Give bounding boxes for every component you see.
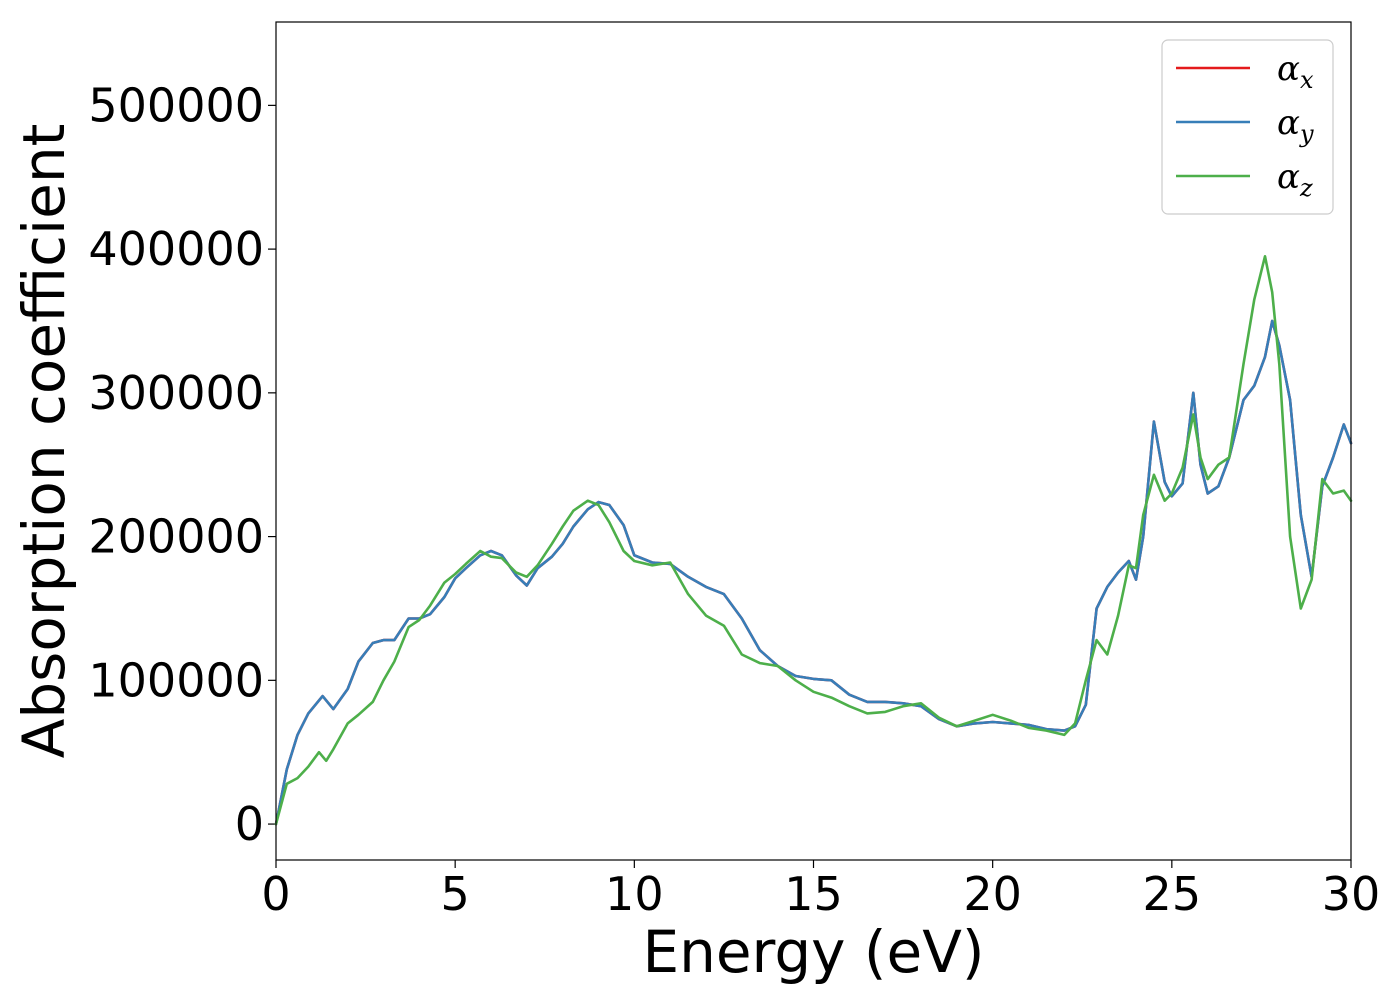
y-tick-label: 200000 [88, 510, 264, 564]
y-tick-label: 300000 [88, 366, 264, 420]
plot-frame [275, 21, 1352, 861]
series-line-z [274, 254, 1353, 826]
x-tick-label: 30 [1322, 867, 1381, 921]
x-axis-ticks: 0 5 10 15 20 25 30 [261, 860, 1380, 921]
x-tick-label: 5 [441, 867, 470, 921]
x-axis-label: Energy (eV) [642, 918, 984, 986]
y-tick-label: 100000 [88, 653, 264, 707]
legend-label-x: αx [1277, 49, 1314, 94]
series-line-y [274, 319, 1353, 826]
x-tick-label: 0 [261, 867, 290, 921]
legend-box [1161, 39, 1334, 215]
y-axis-label: Absorption coefficient [10, 124, 78, 759]
legend-label-y: αy [1277, 103, 1314, 148]
x-tick-label: 10 [605, 867, 664, 921]
x-tick-label: 25 [1143, 867, 1202, 921]
y-axis-ticks: 0 100000 200000 300000 400000 500000 [88, 78, 276, 851]
x-tick-label: 15 [784, 867, 843, 921]
y-tick-label: 400000 [88, 222, 264, 276]
x-tick-label: 20 [963, 867, 1022, 921]
y-tick-label: 0 [235, 797, 264, 851]
series-lines [274, 254, 1353, 826]
y-tick-label: 500000 [88, 78, 264, 132]
series-line-x [274, 319, 1353, 826]
legend-label-z: αz [1277, 157, 1313, 202]
legend: αx αy αz [1161, 39, 1334, 215]
